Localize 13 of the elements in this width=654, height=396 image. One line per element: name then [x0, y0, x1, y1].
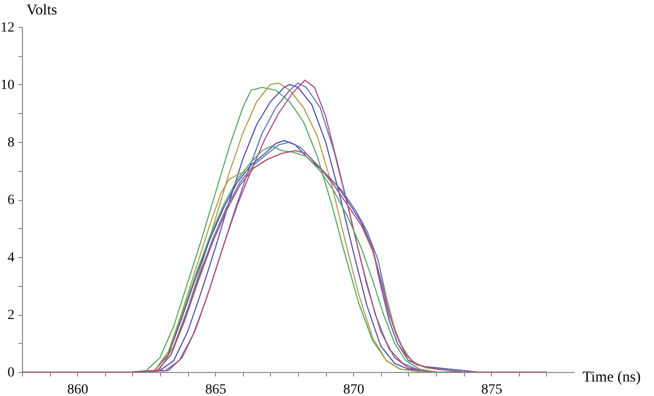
x-tick-label: 875	[481, 382, 502, 396]
y-tick-label: 12	[0, 20, 14, 36]
y-tick-label: 6	[8, 193, 14, 208]
y-tick-label: 2	[8, 308, 14, 323]
x-axis-title: Time (ns)	[582, 370, 641, 386]
x-tick-label: 870	[343, 382, 364, 396]
x-tick-label: 860	[67, 382, 88, 396]
y-tick-label: 10	[0, 78, 14, 93]
y-tick-label: 4	[8, 250, 14, 266]
x-tick-label: 865	[205, 382, 226, 396]
y-tick-label: 8	[8, 136, 14, 150]
y-axis-title: Volts	[26, 2, 58, 18]
y-tick-label: 0	[8, 366, 14, 380]
